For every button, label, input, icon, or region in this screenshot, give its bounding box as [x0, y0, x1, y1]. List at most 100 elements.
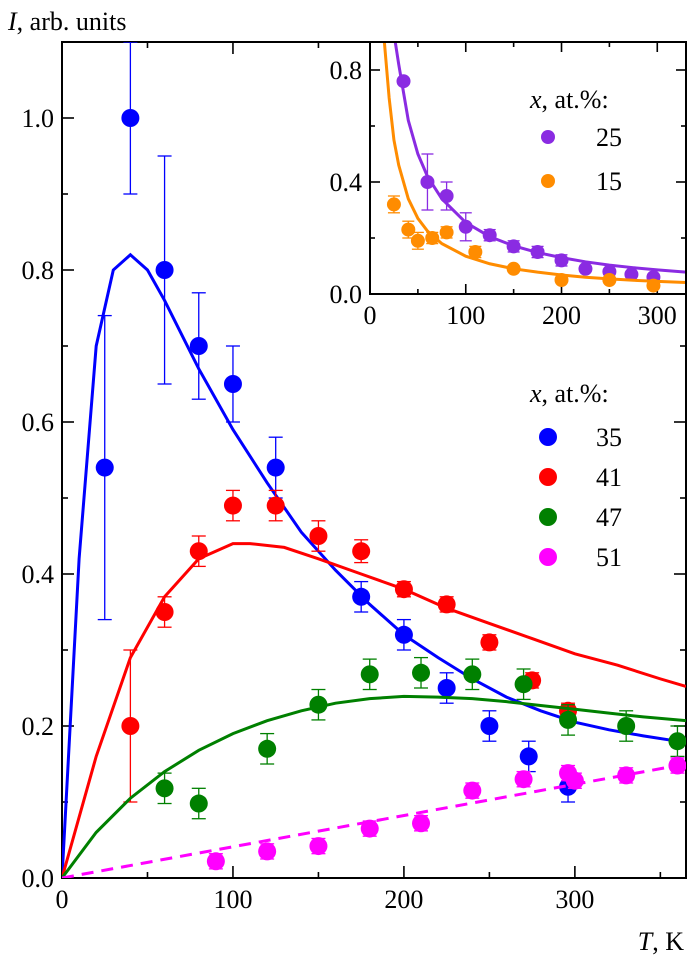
inset-legend-items: 25 15	[541, 123, 622, 196]
inset-plot: 0 100 200 300 0.0 0.4 0.8 x, at.%: 25 15	[330, 41, 687, 330]
main-series-35-point	[519, 747, 538, 766]
main-series-41	[62, 489, 686, 878]
inset-series-group	[382, 42, 686, 293]
y-axis-symbol: I	[7, 7, 18, 36]
main-series-41-point	[480, 633, 499, 652]
main-series-51-point	[617, 766, 636, 785]
inset-series-25-point	[554, 253, 569, 268]
inset-series-25-point	[439, 189, 454, 203]
main-series-clip	[62, 42, 686, 878]
main-series-35-point	[223, 375, 242, 393]
inset-legend-marker-25	[541, 130, 555, 144]
main-series-41-point	[155, 603, 174, 621]
inset-series-25-point	[624, 267, 639, 282]
inset-series-25-point	[578, 261, 593, 276]
main-legend-label-51: 51	[596, 543, 622, 572]
main-series-47-point	[617, 717, 636, 735]
main-series-51-point	[309, 837, 328, 856]
main-series-47-point	[514, 675, 533, 694]
main-series-51-point	[258, 842, 277, 861]
main-series-35-point	[155, 261, 174, 279]
inset-series-15-point	[386, 197, 401, 212]
inset-series-25-point	[506, 239, 521, 254]
main-series-35-point	[352, 587, 371, 606]
inset-series-25-point	[530, 245, 545, 259]
main-series-41-point	[266, 496, 285, 515]
main-series-35-point	[394, 625, 413, 644]
main-series-51	[62, 756, 686, 878]
main-series-51-point	[412, 814, 431, 833]
main-series-51-point	[565, 771, 584, 790]
main-y-tick-label: 0.4	[22, 560, 55, 589]
x-axis-title: T, K	[638, 927, 684, 956]
main-series-35-point	[121, 109, 140, 127]
main-series-47-point	[309, 695, 328, 714]
inset-x-tick-label: 300	[638, 301, 677, 330]
main-series-47-point	[668, 732, 686, 751]
main-series-47-point	[360, 665, 379, 684]
main-series-51-point	[206, 852, 225, 871]
main-series-41-point	[394, 580, 413, 599]
main-series-47-point	[155, 779, 174, 798]
inset-plot-frame	[369, 41, 687, 295]
y-axis-title: I, arb. units	[7, 7, 126, 36]
inset-background	[370, 42, 686, 294]
main-series-35-point	[189, 337, 208, 355]
main-series-47-point	[412, 663, 431, 682]
main-series-group	[62, 42, 686, 878]
inset-series-15-point	[439, 225, 454, 240]
main-series-47-point	[258, 739, 277, 758]
main-series-41-point	[121, 717, 140, 735]
inset-series-25-point	[420, 175, 435, 189]
main-series-47	[62, 656, 686, 878]
main-series-41-point	[437, 595, 456, 614]
main-x-tick-label: 0	[56, 885, 69, 914]
inset-y-tick-label: 0.4	[330, 168, 363, 197]
inset-x-tick-label: 100	[446, 301, 485, 330]
inset-legend-title-symbol: x	[529, 85, 542, 114]
main-series-35-point	[266, 458, 285, 477]
inset-series-15-point	[425, 231, 440, 245]
main-series-51-point	[463, 781, 482, 800]
main-y-tick-label: 0.6	[22, 408, 55, 437]
main-legend-marker-41	[539, 468, 557, 486]
main-series-41-point	[309, 527, 328, 545]
x-axis-symbol: T	[638, 927, 654, 956]
main-plot: 0 100 200 300 0.0 0.2 0.4 0.6 0.8 1.0 I, arb. uni…	[7, 7, 687, 956]
main-series-35-fit-line	[62, 252, 678, 878]
main-series-51-point	[360, 819, 379, 838]
main-y-tick-label: 0.2	[22, 712, 55, 741]
inset-x-tick-label: 200	[542, 301, 581, 330]
main-legend-label-47: 47	[596, 503, 622, 532]
inset-legend-title: x, at.%:	[529, 85, 609, 114]
inset-axes-ticks: 0 100 200 300 0.0 0.4 0.8	[330, 42, 686, 330]
main-legend-label-41: 41	[596, 463, 622, 492]
main-legend-marker-35	[539, 428, 557, 446]
inset-series-15-point	[410, 233, 425, 248]
main-legend-title: x, at.%:	[529, 379, 609, 408]
main-series-41-point	[189, 542, 208, 561]
main-series-35-point	[95, 458, 114, 477]
inset-series-15-point	[468, 245, 483, 259]
main-series-41-point	[223, 496, 242, 515]
inset-series-15-point	[554, 273, 569, 287]
main-series-51-point	[514, 770, 533, 789]
inset-series-15-point	[401, 222, 416, 237]
inset-series-25-point	[396, 74, 411, 89]
inset-series-25-point	[482, 228, 497, 243]
main-x-tick-label: 100	[213, 885, 252, 914]
inset-legend-label-25: 25	[596, 123, 622, 152]
main-legend-marker-51	[539, 548, 557, 566]
inset-series-15-point	[646, 278, 661, 293]
main-legend-label-35: 35	[596, 423, 622, 452]
main-series-35-point	[480, 717, 499, 735]
x-axis-label: , K	[652, 927, 684, 956]
main-legend-items: 35 41 47 51	[539, 423, 622, 572]
main-y-tick-label: 0.8	[22, 256, 55, 285]
main-x-tick-label: 200	[384, 885, 423, 914]
inset-legend: x, at.%: 25 15	[529, 85, 622, 196]
main-legend-marker-47	[539, 508, 557, 526]
main-legend-title-symbol: x	[529, 379, 542, 408]
main-series-47-fit-line	[62, 694, 686, 878]
